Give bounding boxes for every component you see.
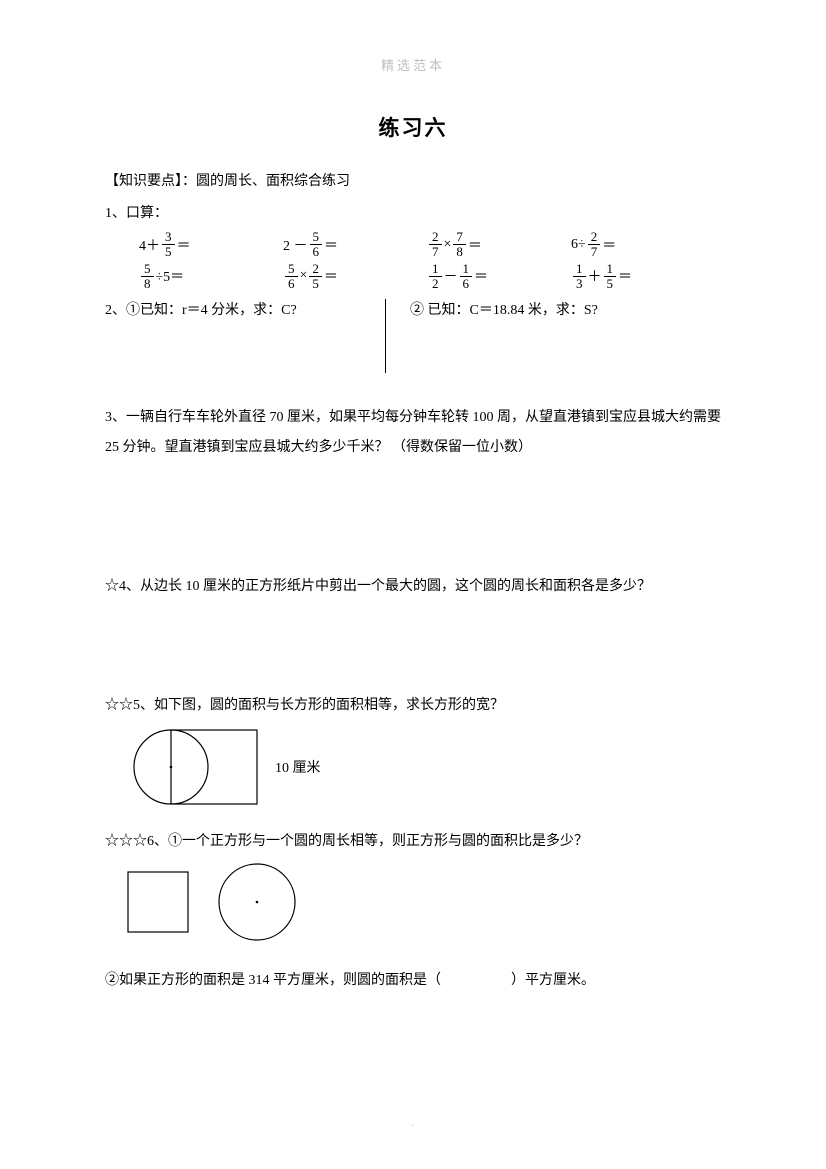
knowledge-text: ：圆的周长、面积综合练习 [182, 174, 350, 189]
q6-sub2: ②如果正方形的面积是 314 平方厘米，则圆的面积是（ ）平方厘米。 [105, 966, 721, 995]
fraction: 78 [453, 230, 466, 260]
denominator: 7 [429, 245, 442, 259]
q5-label: 10 厘米 [275, 757, 321, 777]
q2-container: 2、①已知：r＝4 分米，求：C? ② 已知：C＝18.84 米，求：S? [105, 295, 721, 373]
q6-center-dot [256, 901, 259, 904]
calc-cell: 6÷ 27 ＝ [571, 230, 681, 260]
q5-text: ☆☆5、如下图，圆的面积与长方形的面积相等，求长方形的宽？ [105, 691, 721, 720]
calc-cell: 13 ＋ 15 ＝ [571, 262, 681, 292]
knowledge-line: 【知识要点】：圆的周长、面积综合练习 [105, 168, 721, 196]
numerator: 2 [429, 230, 442, 245]
fraction: 25 [309, 262, 322, 292]
denominator: 8 [141, 277, 154, 291]
fraction: 16 [460, 262, 473, 292]
denominator: 6 [460, 277, 473, 291]
numerator: 1 [604, 262, 617, 277]
denominator: 6 [310, 245, 323, 259]
calc-cell: 58 ÷5＝ [139, 262, 249, 292]
numerator: 3 [162, 230, 175, 245]
fraction: 27 [429, 230, 442, 260]
numerator: 7 [453, 230, 466, 245]
numerator: 1 [460, 262, 473, 277]
fraction: 35 [162, 230, 175, 260]
calc-cell: 2 － 56 ＝ [283, 230, 393, 260]
denominator: 3 [573, 277, 586, 291]
numerator: 5 [310, 230, 323, 245]
q5-center-dot [170, 765, 173, 768]
fraction: 56 [285, 262, 298, 292]
op: － [444, 266, 458, 286]
denominator: 5 [309, 277, 322, 291]
numerator: 2 [309, 262, 322, 277]
calc-cell: 56 × 25 ＝ [283, 262, 393, 292]
q2-right: ② 已知：C＝18.84 米，求：S? [386, 295, 598, 373]
denominator: 6 [285, 277, 298, 291]
fraction: 15 [604, 262, 617, 292]
denominator: 5 [604, 277, 617, 291]
txt: ＝ [474, 266, 488, 286]
numerator: 1 [429, 262, 442, 277]
txt: 2 － [283, 235, 308, 255]
op: ＋ [588, 266, 602, 286]
txt: 4＋ [139, 235, 160, 255]
op: × [300, 268, 308, 284]
txt: 6÷ [571, 237, 586, 253]
q4-text: ☆4、从边长 10 厘米的正方形纸片中剪出一个最大的圆，这个圆的周长和面积各是多… [105, 572, 721, 601]
page-title: 练习六 [105, 112, 721, 142]
footer-dot: . [412, 1118, 415, 1129]
q2-left: 2、①已知：r＝4 分米，求：C? [105, 295, 385, 373]
op: × [444, 237, 452, 253]
txt: ÷5＝ [156, 266, 185, 286]
denominator: 7 [588, 245, 601, 259]
denominator: 2 [429, 277, 442, 291]
q6-text: ☆☆☆6、①一个正方形与一个圆的周长相等，则正方形与圆的面积比是多少？ [105, 827, 721, 856]
numerator: 5 [285, 262, 298, 277]
txt: ＝ [177, 235, 191, 255]
txt: ＝ [618, 266, 632, 286]
denominator: 8 [453, 245, 466, 259]
fraction: 12 [429, 262, 442, 292]
q6-figure [127, 862, 721, 942]
q1-label: 1、口算： [105, 200, 721, 228]
numerator: 5 [141, 262, 154, 277]
fraction: 56 [310, 230, 323, 260]
spacer [105, 462, 721, 572]
header-label: 精选范本 [105, 55, 721, 74]
fraction: 58 [141, 262, 154, 292]
calc-cell: 12 － 16 ＝ [427, 262, 537, 292]
spacer [105, 601, 721, 691]
numerator: 1 [573, 262, 586, 277]
q3-text: 3、一辆自行车车轮外直径 70 厘米，如果平均每分钟车轮转 100 周，从望直港… [105, 403, 721, 462]
knowledge-label: 【知识要点】 [105, 174, 182, 189]
txt: ＝ [324, 235, 338, 255]
numerator: 2 [588, 230, 601, 245]
calc-cell: 4＋ 35 ＝ [139, 230, 249, 260]
txt: ＝ [324, 266, 338, 286]
fraction: 27 [588, 230, 601, 260]
q1-row2: 58 ÷5＝ 56 × 25 ＝ 12 － 16 ＝ 13 ＋ 15 ＝ [139, 262, 681, 292]
fraction: 13 [573, 262, 586, 292]
q5-diagram [127, 727, 261, 807]
denominator: 5 [162, 245, 175, 259]
q1-row1: 4＋ 35 ＝ 2 － 56 ＝ 27 × 78 ＝ 6÷ 27 ＝ [139, 230, 681, 260]
txt: ＝ [602, 235, 616, 255]
q6-square [127, 871, 189, 933]
calc-cell: 27 × 78 ＝ [427, 230, 537, 260]
txt: ＝ [468, 235, 482, 255]
q5-rect [171, 730, 257, 804]
q6-circle [217, 862, 297, 942]
q5-figure: 10 厘米 [127, 727, 721, 807]
